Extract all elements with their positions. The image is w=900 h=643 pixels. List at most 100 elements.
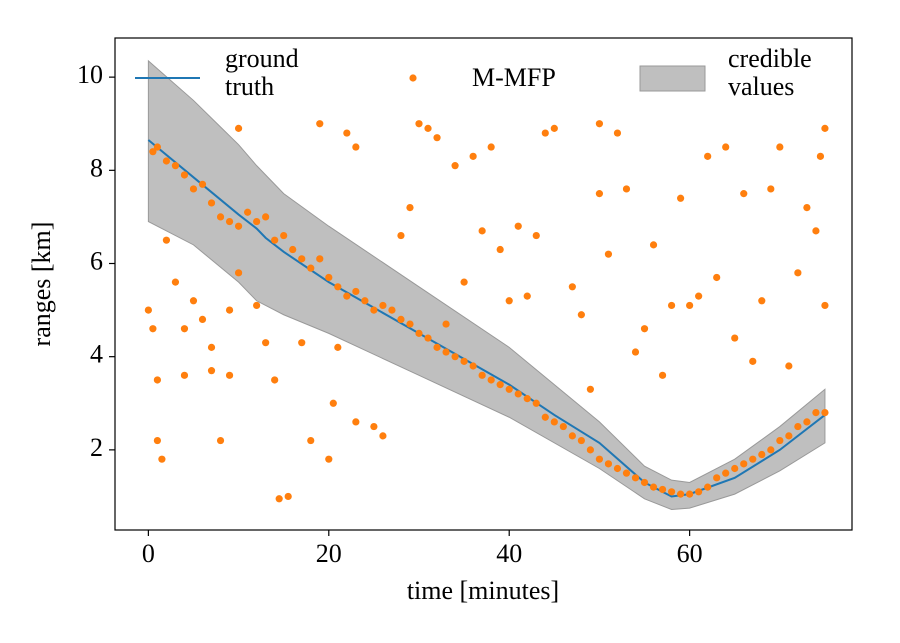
point [613,464,622,473]
point [225,217,234,226]
plot-frame [114,37,853,531]
point [225,306,234,314]
point [478,371,486,379]
point [667,301,676,310]
point [406,320,414,328]
point [740,460,748,468]
point [307,436,315,445]
point [505,385,513,393]
point [298,255,306,263]
point [785,362,793,370]
point [812,408,820,417]
point [442,348,450,356]
point [821,124,829,132]
point [487,376,495,384]
point [189,185,198,193]
point [686,490,694,498]
point [171,278,180,286]
point [640,325,649,333]
point [325,273,333,282]
point [595,190,604,198]
point [469,362,477,370]
point [794,269,802,277]
point [812,227,820,235]
point [379,432,387,440]
point [523,395,531,403]
point [216,436,225,445]
point [722,469,730,477]
point [162,157,171,165]
point [424,124,432,132]
y-tick-label: 6 [90,246,103,275]
point [816,152,825,160]
point [397,315,405,324]
x-tick-label: 40 [496,539,522,568]
point [749,357,757,365]
point [541,129,549,137]
legend-label: ground truth [225,44,299,101]
point [713,474,721,482]
point [505,297,513,305]
point [731,334,739,342]
point [234,269,243,277]
point [397,231,405,240]
point [613,129,622,137]
y-axis-label: ranges [km] [27,222,56,347]
point [253,217,261,226]
point [379,301,387,310]
point [334,343,342,351]
point [776,436,784,445]
point [153,143,161,151]
point [803,418,811,426]
point [776,143,784,151]
point [532,231,540,240]
point [280,231,288,240]
point [595,120,604,128]
point [758,297,766,305]
point [329,399,337,407]
point [253,301,261,310]
point [541,413,549,421]
point [550,418,558,426]
point [568,432,576,440]
point [334,283,342,291]
point [171,162,180,170]
point [406,203,414,212]
point [478,227,486,235]
point [149,325,157,333]
point [821,408,829,417]
point [415,120,423,128]
point [271,236,279,244]
point [758,450,766,459]
point [677,194,685,202]
point [244,208,252,216]
point [658,485,667,494]
point [388,306,396,314]
point [487,143,495,151]
point [604,460,613,468]
x-tick-label: 20 [316,539,342,568]
point [198,180,207,188]
point [207,199,216,207]
point [153,436,161,445]
point [144,306,152,314]
legend-label: credible values [728,44,812,101]
point [158,455,166,463]
point [433,343,441,351]
point [550,124,558,132]
point [198,315,207,324]
point [316,120,324,128]
x-tick-label: 60 [677,539,703,568]
y-tick-label: 2 [90,433,103,462]
point [767,446,775,454]
point [595,455,604,463]
point [658,371,667,379]
point [496,381,504,389]
point [767,185,775,193]
point [289,245,297,254]
x-tick-label: 0 [142,539,155,568]
point [460,357,468,365]
point [686,301,694,310]
point [149,148,157,156]
